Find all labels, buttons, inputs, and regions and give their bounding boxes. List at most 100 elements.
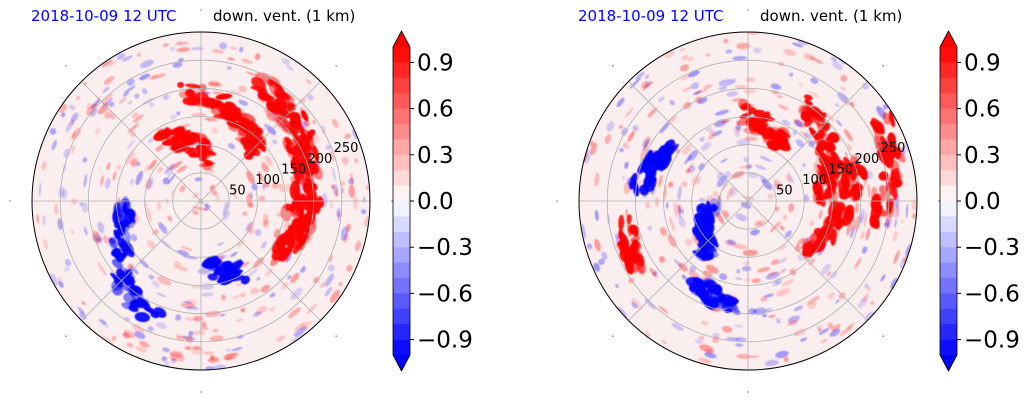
noise-cell — [777, 257, 787, 264]
noise-cell — [81, 202, 89, 213]
noise-cell — [827, 322, 834, 329]
colorbar-tick-label: 0.9 — [964, 50, 1001, 76]
noise-cell — [124, 316, 130, 322]
noise-cell — [362, 196, 366, 203]
noise-cell — [855, 154, 859, 160]
noise-cell — [860, 230, 865, 240]
negative-cell — [108, 237, 118, 249]
positive-cell — [282, 94, 295, 106]
noise-cell — [340, 180, 346, 186]
noise-cell — [177, 335, 187, 340]
noise-cell — [268, 126, 277, 135]
noise-cell — [671, 322, 684, 331]
noise-cell — [743, 88, 757, 94]
noise-cell — [827, 292, 835, 300]
colorbar: 0.9 0.6 0.3 0.0 −0.3 −0.6 −0.9 — [392, 30, 473, 372]
noise-cell — [241, 261, 250, 268]
noise-cell — [626, 144, 630, 150]
positive-cell — [841, 206, 852, 220]
noise-cell — [759, 155, 772, 162]
colorbar-level — [940, 201, 957, 217]
negative-cell — [697, 278, 706, 287]
noise-cell — [763, 293, 775, 298]
positive-cell — [246, 133, 264, 148]
noise-cell — [807, 301, 817, 310]
noise-cell — [867, 183, 871, 199]
noise-cell — [594, 209, 599, 222]
noise-cell — [625, 208, 629, 219]
negative-cell — [121, 203, 127, 213]
angular-tick-mark — [612, 335, 614, 337]
noise-cell — [352, 129, 358, 140]
noise-cell — [133, 114, 144, 123]
colorbar-level — [940, 231, 957, 248]
positive-cell — [302, 133, 309, 149]
noise-cell — [900, 219, 905, 224]
noise-cell — [336, 207, 341, 218]
noise-cell — [793, 119, 804, 128]
noise-cell — [174, 41, 190, 46]
radial-tick-label: 100 — [255, 173, 280, 188]
noise-cell — [736, 353, 751, 360]
positive-cell — [241, 138, 254, 147]
positive-cell — [839, 159, 851, 177]
noise-cell — [106, 162, 111, 171]
noise-cell — [146, 207, 152, 223]
noise-cell — [622, 175, 625, 181]
noise-cell — [222, 210, 231, 221]
noise-cell — [733, 126, 740, 134]
noise-cell — [231, 347, 243, 352]
negative-cell — [701, 246, 719, 258]
noise-cell — [167, 173, 176, 185]
noise-cell — [754, 220, 762, 227]
noise-cell — [160, 239, 172, 249]
noise-cell — [281, 58, 291, 66]
negative-cell — [143, 304, 154, 314]
positive-cell — [266, 100, 283, 115]
noise-cell — [364, 216, 369, 228]
noise-cell — [328, 255, 334, 262]
noise-cell — [663, 184, 667, 201]
noise-cell — [242, 211, 248, 216]
colorbar-level — [940, 262, 957, 279]
noise-cell — [49, 127, 57, 135]
noise-cell — [645, 201, 651, 209]
noise-cell — [894, 204, 900, 219]
noise-cell — [157, 74, 167, 78]
noise-cell — [803, 194, 810, 203]
positive-cell — [270, 256, 279, 267]
noise-cell — [759, 175, 768, 183]
radial-tick-label: 250 — [881, 141, 906, 156]
positive-cell — [818, 189, 824, 207]
noise-cell — [230, 46, 238, 50]
noise-cell — [64, 258, 72, 267]
noise-cell — [762, 313, 767, 318]
noise-cell — [835, 299, 840, 304]
noise-cell — [172, 62, 183, 68]
noise-cell — [666, 202, 669, 209]
colorbar-outline — [392, 30, 411, 372]
noise-cell — [659, 227, 668, 236]
noise-cell — [835, 119, 843, 127]
noise-cell — [101, 93, 113, 104]
negative-cell — [130, 300, 140, 309]
positive-cell — [280, 229, 289, 241]
noise-cell — [136, 52, 142, 57]
radial-tick-label: 250 — [334, 141, 359, 156]
noise-cell — [222, 201, 229, 216]
noise-cell — [127, 100, 133, 105]
positive-cell — [289, 242, 296, 249]
noise-cell — [760, 296, 768, 302]
colorbar-tick-label: 0.0 — [964, 189, 1001, 215]
noise-cell — [257, 171, 264, 182]
noise-cell — [777, 94, 783, 98]
noise-cell — [305, 79, 312, 85]
negative-cell — [698, 251, 707, 261]
noise-cell — [250, 287, 258, 295]
noise-cell — [155, 144, 164, 152]
noise-cell — [136, 161, 141, 167]
noise-cell — [642, 81, 654, 91]
noise-cell — [698, 335, 705, 341]
noise-cell — [354, 158, 359, 164]
negative-cell — [124, 208, 135, 225]
